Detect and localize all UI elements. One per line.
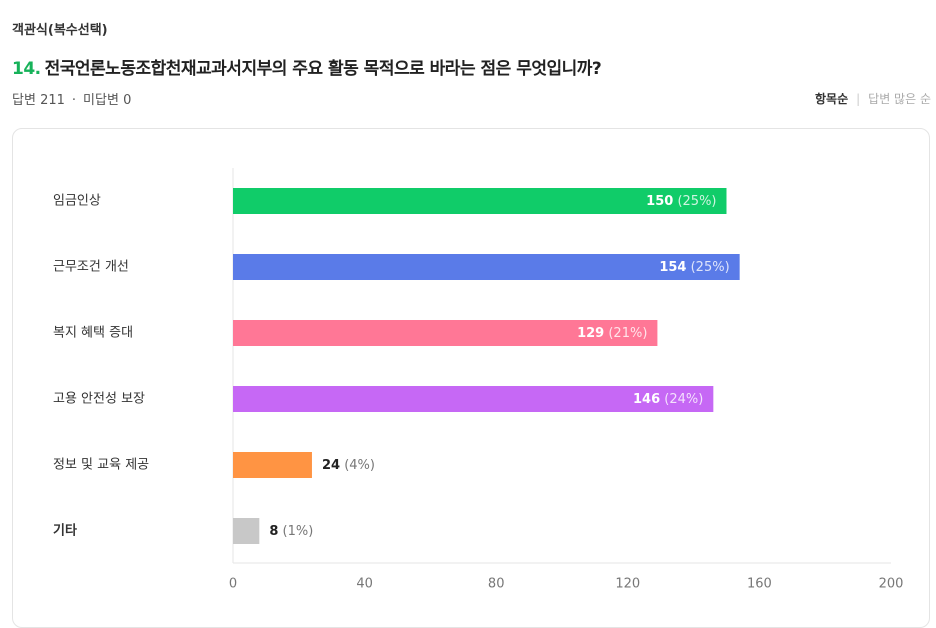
- data-percent: (25%): [691, 260, 730, 275]
- chart: 0 40 80 120 160 200 임금인상 150 (25%) 근무조건 개선 154 (2…: [53, 168, 904, 592]
- question-number: 14.: [12, 59, 41, 79]
- sort-option[interactable]: 항목순: [814, 92, 849, 106]
- data-value: 8: [269, 524, 278, 539]
- data-percent: (21%): [608, 326, 647, 341]
- data-label: 129 (21%): [577, 326, 647, 341]
- data-value: 154: [659, 260, 686, 275]
- data-label: 24 (4%): [322, 458, 375, 473]
- category-label: 임금인상: [53, 194, 101, 209]
- data-percent: (1%): [283, 524, 314, 539]
- data-value: 146: [633, 392, 660, 407]
- category-label: 고용 안전성 보장: [53, 392, 145, 407]
- category-label: 근무조건 개선: [53, 260, 129, 275]
- sort-option[interactable]: 답변 많은 순: [868, 92, 931, 106]
- question-type: 객관식(복수선택): [12, 23, 108, 38]
- x-tick-label: 40: [356, 577, 373, 592]
- x-tick-label: 160: [747, 577, 772, 592]
- data-label: 8 (1%): [269, 524, 313, 539]
- x-tick-label: 120: [615, 577, 640, 592]
- x-tick-label: 200: [879, 577, 904, 592]
- answered-label: 답변: [12, 93, 36, 108]
- data-label: 146 (24%): [633, 392, 703, 407]
- question-text: 전국언론노동조합천재교과서지부의 주요 활동 목적으로 바라는 점은 무엇입니까…: [44, 59, 602, 79]
- data-value: 24: [322, 458, 340, 473]
- data-label: 150 (25%): [646, 194, 716, 209]
- unanswered-count: 0: [123, 93, 132, 108]
- answer-counts: 답변 211 · 미답변 0: [12, 93, 132, 108]
- data-percent: (25%): [677, 194, 716, 209]
- unanswered-label: 미답변: [83, 93, 119, 108]
- data-percent: (4%): [344, 458, 375, 473]
- data-percent: (24%): [664, 392, 703, 407]
- answered-count: 211: [40, 93, 65, 108]
- category-label: 정보 및 교육 제공: [53, 458, 149, 473]
- bar: [233, 320, 658, 346]
- bar: [233, 254, 740, 280]
- bar: [233, 188, 727, 214]
- x-tick-label: 80: [488, 577, 505, 592]
- data-value: 129: [577, 326, 604, 341]
- sort-options: 항목순 | 답변 많은 순: [814, 92, 931, 106]
- bar: [233, 518, 260, 544]
- question: 14. 전국언론노동조합천재교과서지부의 주요 활동 목적으로 바라는 점은 무엇…: [12, 54, 602, 79]
- data-value: 150: [646, 194, 673, 209]
- x-tick-label: 0: [229, 577, 237, 592]
- bar: [233, 386, 714, 412]
- data-label: 154 (25%): [659, 260, 729, 275]
- category-label: 기타: [53, 523, 77, 539]
- page: 객관식(복수선택) 14. 전국언론노동조합천재교과서지부의 주요 활동 목적으로…: [12, 23, 931, 628]
- category-label: 복지 혜택 증대: [53, 326, 133, 341]
- bar: [233, 452, 312, 478]
